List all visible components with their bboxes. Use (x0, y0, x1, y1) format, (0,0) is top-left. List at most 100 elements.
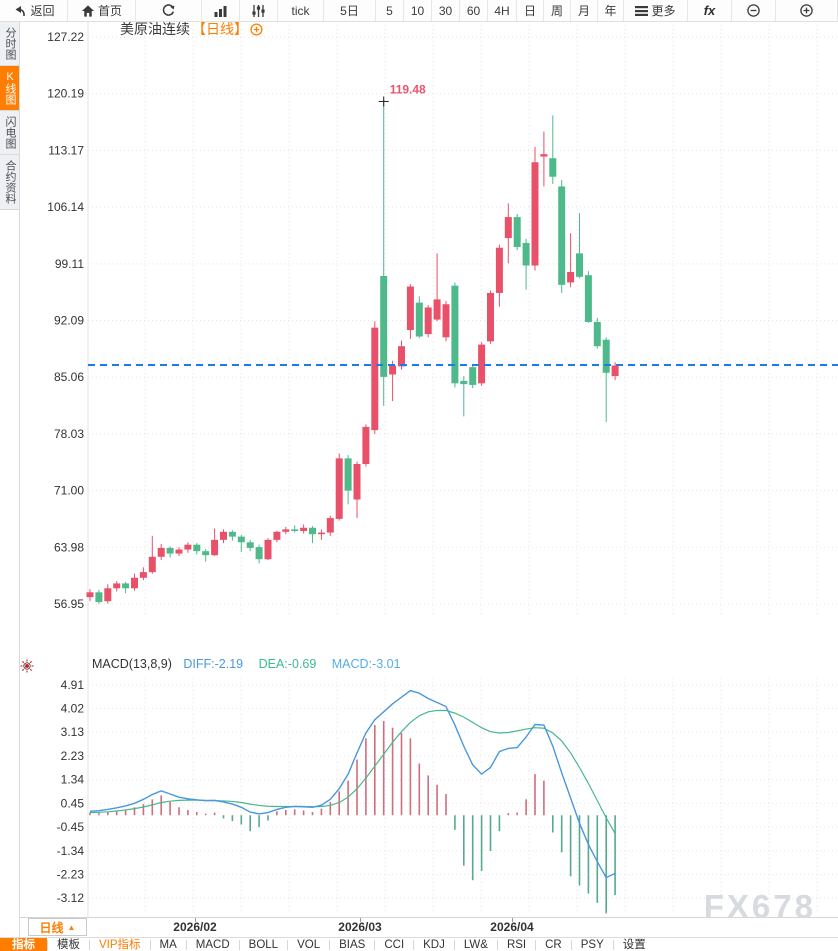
x-axis-label: 2026/02 (173, 920, 217, 934)
indicator-item-vip[interactable]: VIP指标 (99, 938, 141, 951)
candle (406, 286, 414, 331)
toolbar-button-4h[interactable]: 4H (488, 0, 517, 21)
toolbar-button-30[interactable]: 30 (432, 0, 460, 21)
spike-annotation: 119.48 (378, 82, 426, 107)
toolbar-button-home[interactable]: 首页 (68, 0, 136, 21)
indicator-item-bias[interactable]: BIAS (339, 938, 366, 951)
toolbar-button-sliders[interactable] (240, 0, 278, 21)
sidebar-tab-contract-info[interactable]: 合约资料 (0, 155, 19, 210)
macd-axis-label: 4.91 (61, 678, 85, 692)
toolbar-button-week[interactable]: 周 (544, 0, 571, 21)
separator (535, 939, 537, 950)
macd-axis-label: 2.23 (61, 749, 85, 763)
macd-axis-label: 1.34 (61, 773, 85, 787)
sidebar-tab-time-share[interactable]: 分时图 (0, 22, 19, 66)
candle (433, 299, 441, 320)
indicator-item-psy[interactable]: PSY (580, 938, 604, 951)
toolbar-button-zoom-out[interactable] (732, 0, 776, 21)
indicator-item-ma[interactable]: MA (159, 938, 177, 951)
candle (460, 380, 468, 385)
candle (495, 247, 503, 293)
sidebar-tab-lightning[interactable]: 闪电图 (0, 111, 19, 155)
bar-chart-icon (213, 4, 229, 18)
toolbar-button-label: 返回 (30, 4, 55, 18)
instrument-name: 美原油连续 (120, 21, 190, 37)
candle (504, 217, 512, 239)
toolbar-button-month[interactable]: 月 (571, 0, 598, 21)
toolbar-button-zoom-in[interactable] (776, 0, 838, 21)
chart-title: 美原油连续 【日线】 (120, 19, 263, 39)
toolbar-button-label: 日 (523, 4, 536, 18)
candle (558, 186, 566, 285)
macd-macd-value: MACD:-3.01 (331, 657, 401, 671)
toolbar-button-fx[interactable]: fx (688, 0, 732, 21)
candle (273, 531, 281, 540)
candle (175, 549, 183, 554)
candle (211, 539, 219, 556)
candle (335, 458, 343, 519)
dropdown-up-arrow-icon: ▲ (67, 922, 76, 932)
separator (453, 939, 455, 950)
price-axis-label: 99.11 (55, 257, 84, 271)
toolbar-button-back[interactable]: 返回 (0, 0, 68, 21)
macd-axis-label: -3.12 (57, 891, 85, 905)
toolbar-button-10[interactable]: 10 (404, 0, 432, 21)
separator (612, 939, 614, 950)
toolbar-button-bar-chart[interactable] (202, 0, 240, 21)
x-axis-tick (195, 918, 196, 922)
candle (487, 292, 494, 342)
candle (531, 162, 539, 266)
toolbar-button-more[interactable]: 更多 (624, 0, 688, 21)
indicator-item-[interactable]: 模板 (57, 938, 80, 951)
candle (602, 339, 610, 373)
toolbar-button-tick[interactable]: tick (278, 0, 324, 21)
indicator-item-cr[interactable]: CR (545, 938, 562, 951)
indicator-item-boll[interactable]: BOLL (248, 938, 279, 951)
period-dropdown[interactable]: 日线 ▲ (28, 918, 87, 936)
toolbar-button-year[interactable]: 年 (598, 0, 624, 21)
candle (237, 536, 245, 543)
add-indicator-icon[interactable] (250, 22, 263, 36)
macd-gridlines: 4.91 4.02 3.13 2.23 1.34 0.45 -0.45 -1.34 -2.23 -… (57, 678, 838, 905)
indicator-item-lw[interactable]: LW& (463, 938, 488, 951)
macd-header: MACD(13,8,9) DIFF:-2.19 DEA:-0.69 MACD:-… (92, 657, 401, 671)
separator (570, 939, 572, 950)
macd-axis-label: -0.45 (57, 820, 85, 834)
indicator-item-rsi[interactable]: RSI (506, 938, 527, 951)
macd-title: MACD(13,8,9) (92, 657, 172, 671)
indicator-item-cci[interactable]: CCI (384, 938, 405, 951)
candle (344, 458, 352, 491)
toolbar-button-label: 更多 (651, 4, 676, 18)
live-sun-icon[interactable] (20, 659, 34, 673)
indicator-item-[interactable]: 指标 (0, 937, 47, 951)
indicator-item-macd[interactable]: MACD (195, 938, 230, 951)
indicator-item-kdj[interactable]: KDJ (423, 938, 445, 951)
macd-axis-label: 3.13 (61, 725, 85, 739)
candle (469, 367, 477, 385)
separator (149, 939, 151, 950)
macd-dea-value: DEA:-0.69 (258, 657, 317, 671)
toolbar-button-day[interactable]: 日 (517, 0, 544, 21)
toolbar-button-60[interactable]: 60 (460, 0, 488, 21)
candle (371, 327, 379, 431)
candle (593, 321, 601, 347)
toolbar-button-refresh[interactable] (136, 0, 202, 21)
price-axis-label: 56.95 (54, 597, 84, 611)
candle (309, 527, 316, 535)
candle (104, 588, 112, 602)
macd-dea-line (89, 709, 616, 834)
candle (300, 527, 308, 531)
candle (86, 592, 94, 598)
indicator-item-vol[interactable]: VOL (297, 938, 321, 951)
sidebar-tab-kline[interactable]: K线图 (0, 66, 19, 111)
toolbar-button-5[interactable]: 5 (376, 0, 404, 21)
price-axis-label: 120.19 (47, 87, 84, 101)
price-axis-label: 85.06 (54, 370, 84, 384)
zoom-out-icon (746, 3, 761, 18)
candle (202, 551, 210, 556)
indicator-item-[interactable]: 设置 (622, 938, 646, 951)
separator (47, 939, 48, 950)
toolbar-button-5d[interactable]: 5日 (324, 0, 376, 21)
candle (113, 583, 121, 589)
